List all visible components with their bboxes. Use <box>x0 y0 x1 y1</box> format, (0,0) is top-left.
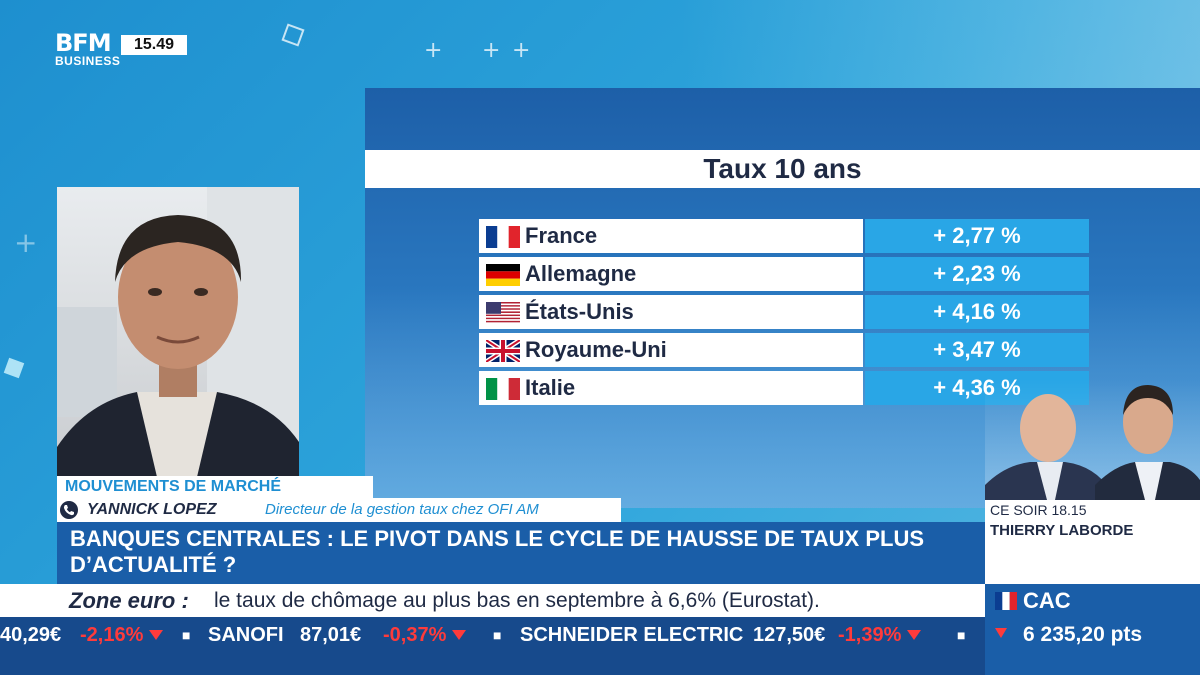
decorative-plus: + <box>424 38 443 63</box>
rate-country-cell: France <box>479 219 863 253</box>
stock-ticker: 40,29€ -2,16% SANOFI 87,01€ -0,37% SCHNEIDER … <box>0 617 985 653</box>
ticker-item: SCHNEIDER ELECTRIC <box>520 624 744 646</box>
rate-value: + 3,47 % <box>865 333 1089 367</box>
rate-row: France + 2,77 % <box>479 219 1089 253</box>
ticker-separator: ■ <box>493 627 502 643</box>
ticker-change: -0,37% <box>383 624 447 646</box>
promo-box: CE SOIR 18.15 THIERRY LABORDE <box>985 500 1200 584</box>
guest-role: Directeur de la gestion taux chez OFI AM <box>265 501 539 518</box>
flag-germany-icon <box>486 264 520 286</box>
flag-usa-icon <box>486 302 520 324</box>
rate-country-cell: Italie <box>479 371 863 405</box>
headline-box: BANQUES CENTRALES : LE PIVOT DANS LE CYC… <box>57 522 985 584</box>
ticker-item: 127,50€ <box>753 624 826 646</box>
down-arrow-icon <box>995 628 1007 638</box>
rate-country-name: Allemagne <box>525 261 637 286</box>
flag-france-icon <box>486 226 520 248</box>
rate-country-name: France <box>525 223 598 248</box>
panel-title: Taux 10 ans <box>365 150 1200 188</box>
rate-country-cell: Allemagne <box>479 257 863 291</box>
flag-france-icon <box>995 592 1017 610</box>
ticker-item: 40,29€ <box>0 624 62 646</box>
flag-uk-icon <box>486 340 520 362</box>
ticker-item: SANOFI <box>208 624 284 646</box>
ticker-change: -1,39% <box>838 624 902 646</box>
rate-row: États-Unis + 4,16 % <box>479 295 1089 329</box>
news-label: Zone euro : <box>69 588 189 613</box>
rate-value: + 2,23 % <box>865 257 1089 291</box>
ticker-separator: ■ <box>957 627 966 643</box>
news-text: le taux de chômage au plus bas en septem… <box>214 589 820 612</box>
rate-value: + 4,16 % <box>865 295 1089 329</box>
decorative-plus: + <box>14 226 38 259</box>
decorative-plus: + <box>482 38 501 63</box>
clock: 15.49 <box>121 35 187 55</box>
guest-name: YANNICK LOPEZ <box>87 501 217 518</box>
logo-line1: BFM <box>55 29 112 57</box>
host-name: THIERRY LABORDE <box>990 522 1134 539</box>
flag-italy-icon <box>486 378 520 400</box>
news-bar: Zone euro : le taux de chômage au plus b… <box>0 584 985 617</box>
rate-country-name: Italie <box>525 375 576 400</box>
rate-row: Royaume-Uni + 3,47 % <box>479 333 1089 367</box>
rate-value: + 2,77 % <box>865 219 1089 253</box>
down-arrow-icon <box>452 630 466 640</box>
market-points: 6 235,20 pts <box>1023 623 1143 646</box>
hosts-silhouette <box>985 385 1200 500</box>
headline: BANQUES CENTRALES : LE PIVOT DANS LE CYC… <box>70 526 925 577</box>
guest-silhouette <box>57 187 299 477</box>
down-arrow-icon <box>149 630 163 640</box>
phone-icon <box>60 501 78 519</box>
show-name: MOUVEMENTS DE MARCHÉ <box>57 476 373 498</box>
guest-bar: YANNICK LOPEZ Directeur de la gestion ta… <box>57 498 621 522</box>
host-video <box>985 380 1200 500</box>
market-index: CAC <box>1023 588 1071 613</box>
ticker-bottom-strip <box>0 653 985 675</box>
ticker-item: 87,01€ <box>300 624 362 646</box>
channel-logo: BFM BUSINESS <box>55 29 121 68</box>
decorative-plus: + <box>512 38 531 63</box>
promo-label: CE SOIR 18.15 <box>990 502 1087 518</box>
ticker-change: -2,16% <box>80 624 144 646</box>
rate-country-name: Royaume-Uni <box>525 337 667 362</box>
market-box: CAC 6 235,20 pts <box>985 584 1200 675</box>
background-highlight <box>680 0 1200 90</box>
logo-line2: BUSINESS <box>55 54 121 68</box>
ticker-separator: ■ <box>182 627 191 643</box>
guest-video <box>57 187 299 477</box>
rate-country-cell: États-Unis <box>479 295 863 329</box>
rate-country-name: États-Unis <box>525 299 634 324</box>
rate-country-cell: Royaume-Uni <box>479 333 863 367</box>
down-arrow-icon <box>907 630 921 640</box>
rate-row: Allemagne + 2,23 % <box>479 257 1089 291</box>
